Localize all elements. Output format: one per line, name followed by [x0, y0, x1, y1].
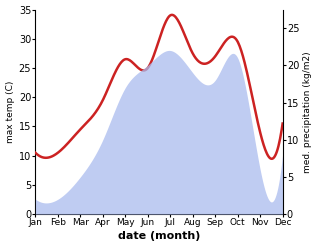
- X-axis label: date (month): date (month): [118, 231, 200, 242]
- Y-axis label: max temp (C): max temp (C): [5, 81, 15, 143]
- Y-axis label: med. precipitation (kg/m2): med. precipitation (kg/m2): [303, 51, 313, 173]
